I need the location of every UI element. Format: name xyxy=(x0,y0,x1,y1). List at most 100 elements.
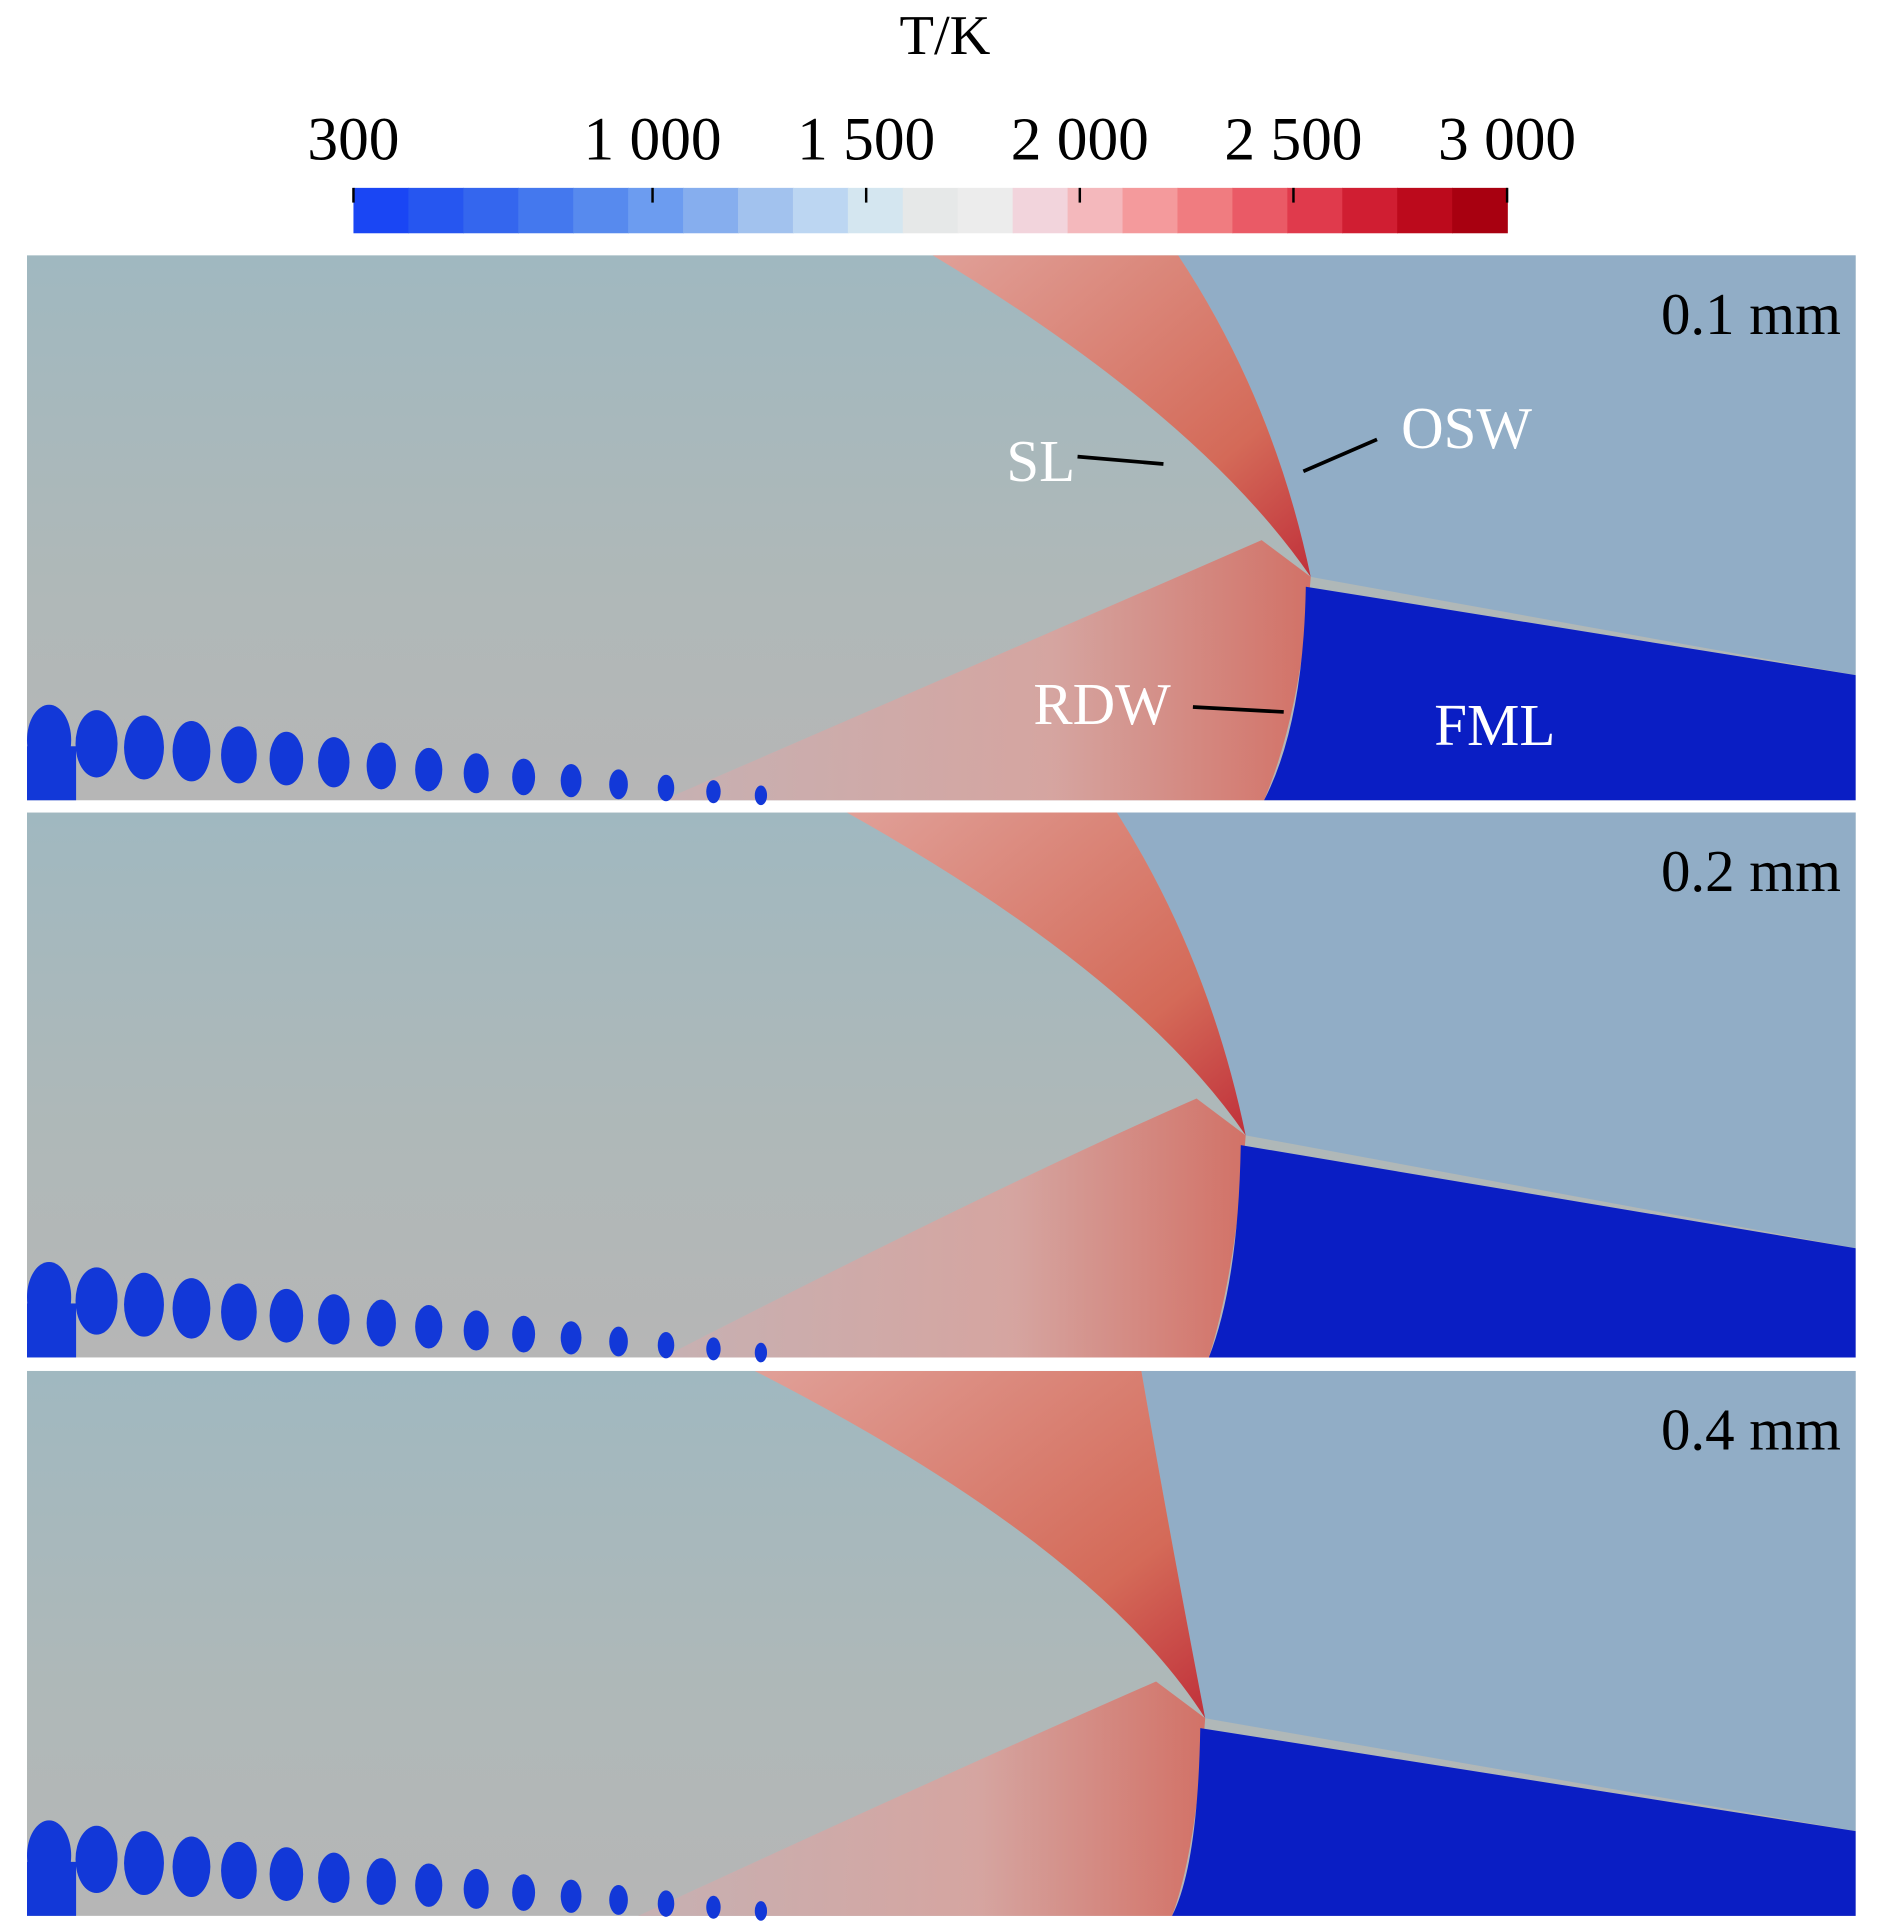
fuel-layer xyxy=(1264,586,1856,801)
droplet xyxy=(512,1315,536,1353)
droplet xyxy=(75,710,118,778)
annotation-line xyxy=(1192,705,1284,714)
droplet xyxy=(172,720,211,782)
colorbar-swatch xyxy=(847,187,904,234)
colorbar-tick-label: 1 500 xyxy=(797,106,935,174)
droplet xyxy=(318,1852,350,1903)
colorbar-tick-label: 2 500 xyxy=(1224,106,1362,174)
colorbar-tick-label: 3 000 xyxy=(1438,106,1576,174)
droplet xyxy=(366,742,396,790)
colorbar: 300 1 000 1 500 2 000 2 500 3 000 xyxy=(307,106,1576,234)
colorbar-swatch xyxy=(902,187,959,234)
droplet xyxy=(706,1337,721,1361)
fuel-layer xyxy=(1172,1728,1856,1916)
fuel-layer xyxy=(1208,1145,1856,1358)
droplet xyxy=(221,726,257,784)
droplet-base xyxy=(27,1861,77,1916)
panel: 0.2 mm xyxy=(27,812,1856,1363)
droplet xyxy=(415,1863,443,1907)
panel-label: 0.1 mm xyxy=(1661,282,1841,347)
droplet xyxy=(415,747,443,792)
colorbar-swatch xyxy=(1012,187,1069,234)
annotation-line xyxy=(1302,437,1378,474)
annotation-line xyxy=(1077,454,1164,466)
colorbar-swatch xyxy=(683,187,739,234)
colorbar-swatch xyxy=(792,187,849,234)
droplet xyxy=(463,753,489,794)
colorbar-swatch xyxy=(573,187,629,234)
colorbar-title: T/K xyxy=(900,5,991,67)
droplet xyxy=(512,758,536,796)
shock-region xyxy=(754,1370,1206,1719)
colorbar-swatch xyxy=(1067,187,1124,234)
colorbar-tick-label: 300 xyxy=(307,106,399,174)
colorbar-swatch xyxy=(353,187,410,234)
products xyxy=(638,1681,1206,1916)
droplet xyxy=(754,1901,768,1921)
colorbar-tick-label: 1 000 xyxy=(584,106,722,174)
droplet xyxy=(609,1326,628,1357)
droplet xyxy=(75,1267,118,1335)
annotation: RDW xyxy=(1033,672,1171,737)
droplet xyxy=(560,1321,582,1355)
droplet xyxy=(366,1299,396,1347)
droplet xyxy=(269,1288,304,1343)
colorbar-swatch xyxy=(628,187,684,234)
fresh-gas xyxy=(1116,812,1856,1249)
colorbar-swatch xyxy=(1232,187,1289,234)
droplet xyxy=(463,1868,489,1909)
droplet xyxy=(318,737,350,788)
colorbar-tick-label: 2 000 xyxy=(1011,106,1149,174)
colorbar-swatch xyxy=(463,187,519,234)
panel: 0.4 mm xyxy=(27,1370,1856,1921)
droplet xyxy=(754,1342,768,1363)
droplet xyxy=(318,1294,350,1345)
droplet xyxy=(609,1884,628,1915)
droplet xyxy=(657,774,675,802)
fresh-gas xyxy=(1141,1370,1856,1832)
shock-region xyxy=(932,255,1311,577)
colorbar-swatch xyxy=(957,187,1014,234)
fresh-gas xyxy=(1178,255,1856,676)
droplet xyxy=(657,1890,675,1917)
droplet xyxy=(754,785,768,806)
droplet xyxy=(415,1305,443,1349)
products xyxy=(662,540,1311,801)
droplet xyxy=(366,1858,396,1905)
colorbar-swatch xyxy=(1177,187,1234,234)
colorbar-swatch xyxy=(1122,187,1179,234)
droplet xyxy=(657,1331,675,1359)
annotation: FML xyxy=(1434,693,1555,758)
droplet xyxy=(172,1278,211,1339)
droplet xyxy=(560,764,582,798)
droplet xyxy=(512,1874,536,1911)
droplet-base xyxy=(27,746,77,801)
annotation: SL xyxy=(1006,429,1075,494)
colorbar-swatch xyxy=(1452,187,1508,234)
droplet xyxy=(706,780,721,804)
colorbar-swatch xyxy=(1287,187,1344,234)
colorbar-swatch xyxy=(1342,187,1398,234)
panel-label: 0.4 mm xyxy=(1661,1398,1841,1463)
colorbar-swatch xyxy=(738,187,794,234)
panel: 0.1 mm xyxy=(27,255,1856,806)
colorbar-swatch xyxy=(518,187,574,234)
droplet xyxy=(463,1310,489,1351)
droplet xyxy=(124,1272,164,1337)
droplet xyxy=(269,731,304,786)
droplet xyxy=(269,1847,304,1901)
droplet xyxy=(172,1836,211,1898)
droplet xyxy=(75,1825,118,1894)
droplet xyxy=(124,715,164,780)
droplet xyxy=(124,1831,164,1896)
shock-region xyxy=(846,812,1246,1136)
panels: 0.1 mm 0.2 mm 0.4 mm SL OSW RDW FML xyxy=(27,255,1856,1921)
droplet xyxy=(221,1283,257,1341)
droplet xyxy=(221,1841,257,1899)
products xyxy=(662,1098,1246,1358)
droplet xyxy=(560,1879,582,1913)
annotation: OSW xyxy=(1401,396,1532,461)
colorbar-swatch xyxy=(408,187,465,234)
colorbar-swatch xyxy=(1397,187,1453,234)
